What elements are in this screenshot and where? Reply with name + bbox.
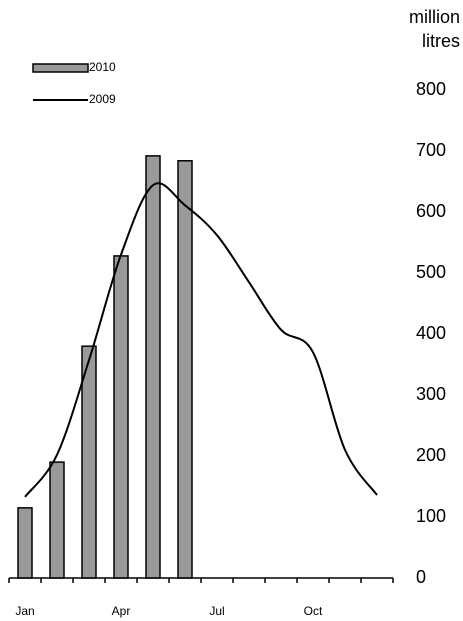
y-tick-label: 400 — [416, 323, 446, 343]
legend-swatch — [32, 63, 89, 73]
bar — [113, 255, 129, 579]
y-tick-label: 800 — [416, 79, 446, 99]
y-tick-label: 600 — [416, 201, 446, 221]
y-tick-label: 700 — [416, 140, 446, 160]
x-tick-label: Jan — [15, 604, 34, 618]
x-tick-label: Jul — [209, 604, 224, 618]
bar — [49, 461, 65, 579]
bar — [145, 155, 161, 579]
y-axis-label: litres — [422, 31, 460, 51]
y-tick-label: 200 — [416, 445, 446, 465]
line — [24, 182, 378, 498]
x-tick-label: Oct — [304, 604, 323, 618]
y-axis-label: million — [409, 7, 460, 27]
bar — [177, 160, 193, 579]
bar — [17, 507, 33, 579]
legend-label: 2010 — [89, 60, 116, 74]
bar — [81, 345, 97, 579]
legend-label: 2009 — [89, 92, 116, 106]
y-tick-label: 100 — [416, 506, 446, 526]
x-tick-label: Apr — [112, 604, 131, 618]
y-tick-label: 300 — [416, 384, 446, 404]
y-tick-label: 0 — [416, 567, 426, 587]
y-tick-label: 500 — [416, 262, 446, 282]
